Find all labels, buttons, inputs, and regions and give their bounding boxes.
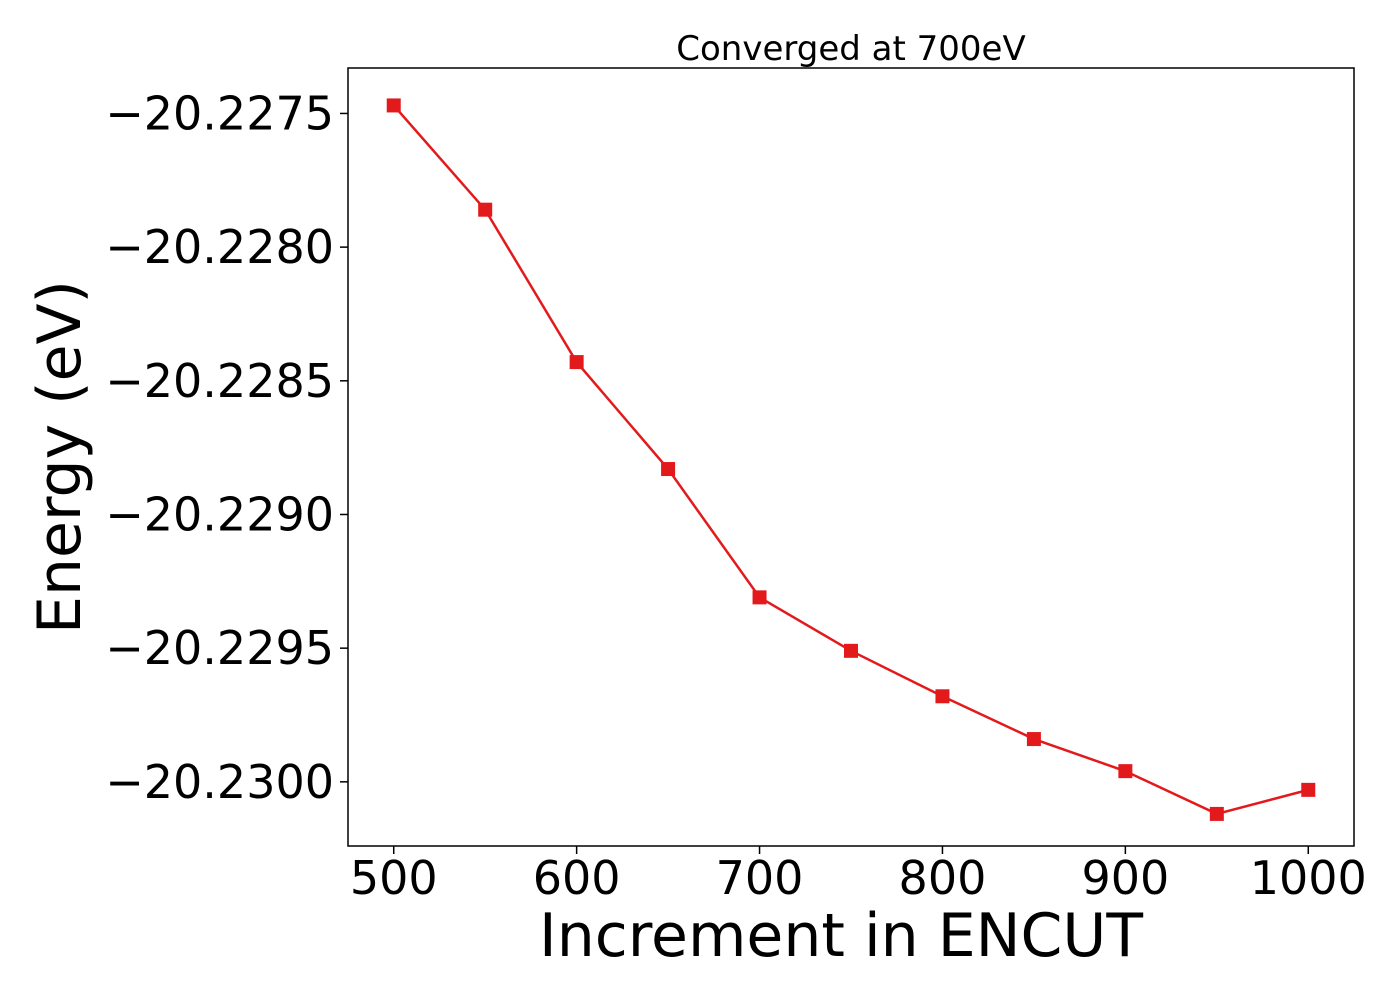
data-point-marker (661, 462, 676, 477)
x-tick-label: 500 (350, 851, 438, 905)
x-tick-label: 700 (716, 851, 804, 905)
data-point-marker (1301, 782, 1316, 797)
x-tick-label: 800 (899, 851, 987, 905)
series-layer (386, 98, 1316, 821)
y-axis: −20.2275 −20.2280 −20.2285 −20.2290 −20.2295… (105, 86, 348, 809)
data-point-marker (1118, 764, 1133, 779)
x-axis: 500 600 700 800 900 1000 (350, 846, 1367, 905)
data-point-marker (844, 643, 858, 658)
y-tick-label: −20.2275 (105, 86, 334, 140)
x-tick-label: 900 (1081, 851, 1169, 905)
data-point-marker (935, 689, 950, 704)
data-point-marker (1209, 806, 1224, 821)
y-tick-label: −20.2280 (105, 220, 334, 274)
y-axis-label: Energy (eV) (25, 280, 95, 634)
data-point-marker (752, 590, 767, 605)
y-tick-label: −20.2290 (105, 487, 334, 541)
x-tick-label: 1000 (1250, 851, 1367, 905)
y-tick-label: −20.2285 (105, 354, 334, 408)
data-point-marker (1026, 732, 1041, 747)
data-point-marker (478, 202, 493, 217)
data-point-marker (386, 98, 401, 113)
data-point-marker (569, 355, 584, 370)
x-axis-label: Increment in ENCUT (539, 901, 1143, 971)
chart-title: Converged at 700eV (676, 29, 1025, 69)
plot-frame (347, 67, 1355, 847)
y-tick-label: −20.2300 (105, 755, 334, 809)
x-tick-label: 600 (533, 851, 621, 905)
y-tick-label: −20.2295 (105, 621, 334, 675)
